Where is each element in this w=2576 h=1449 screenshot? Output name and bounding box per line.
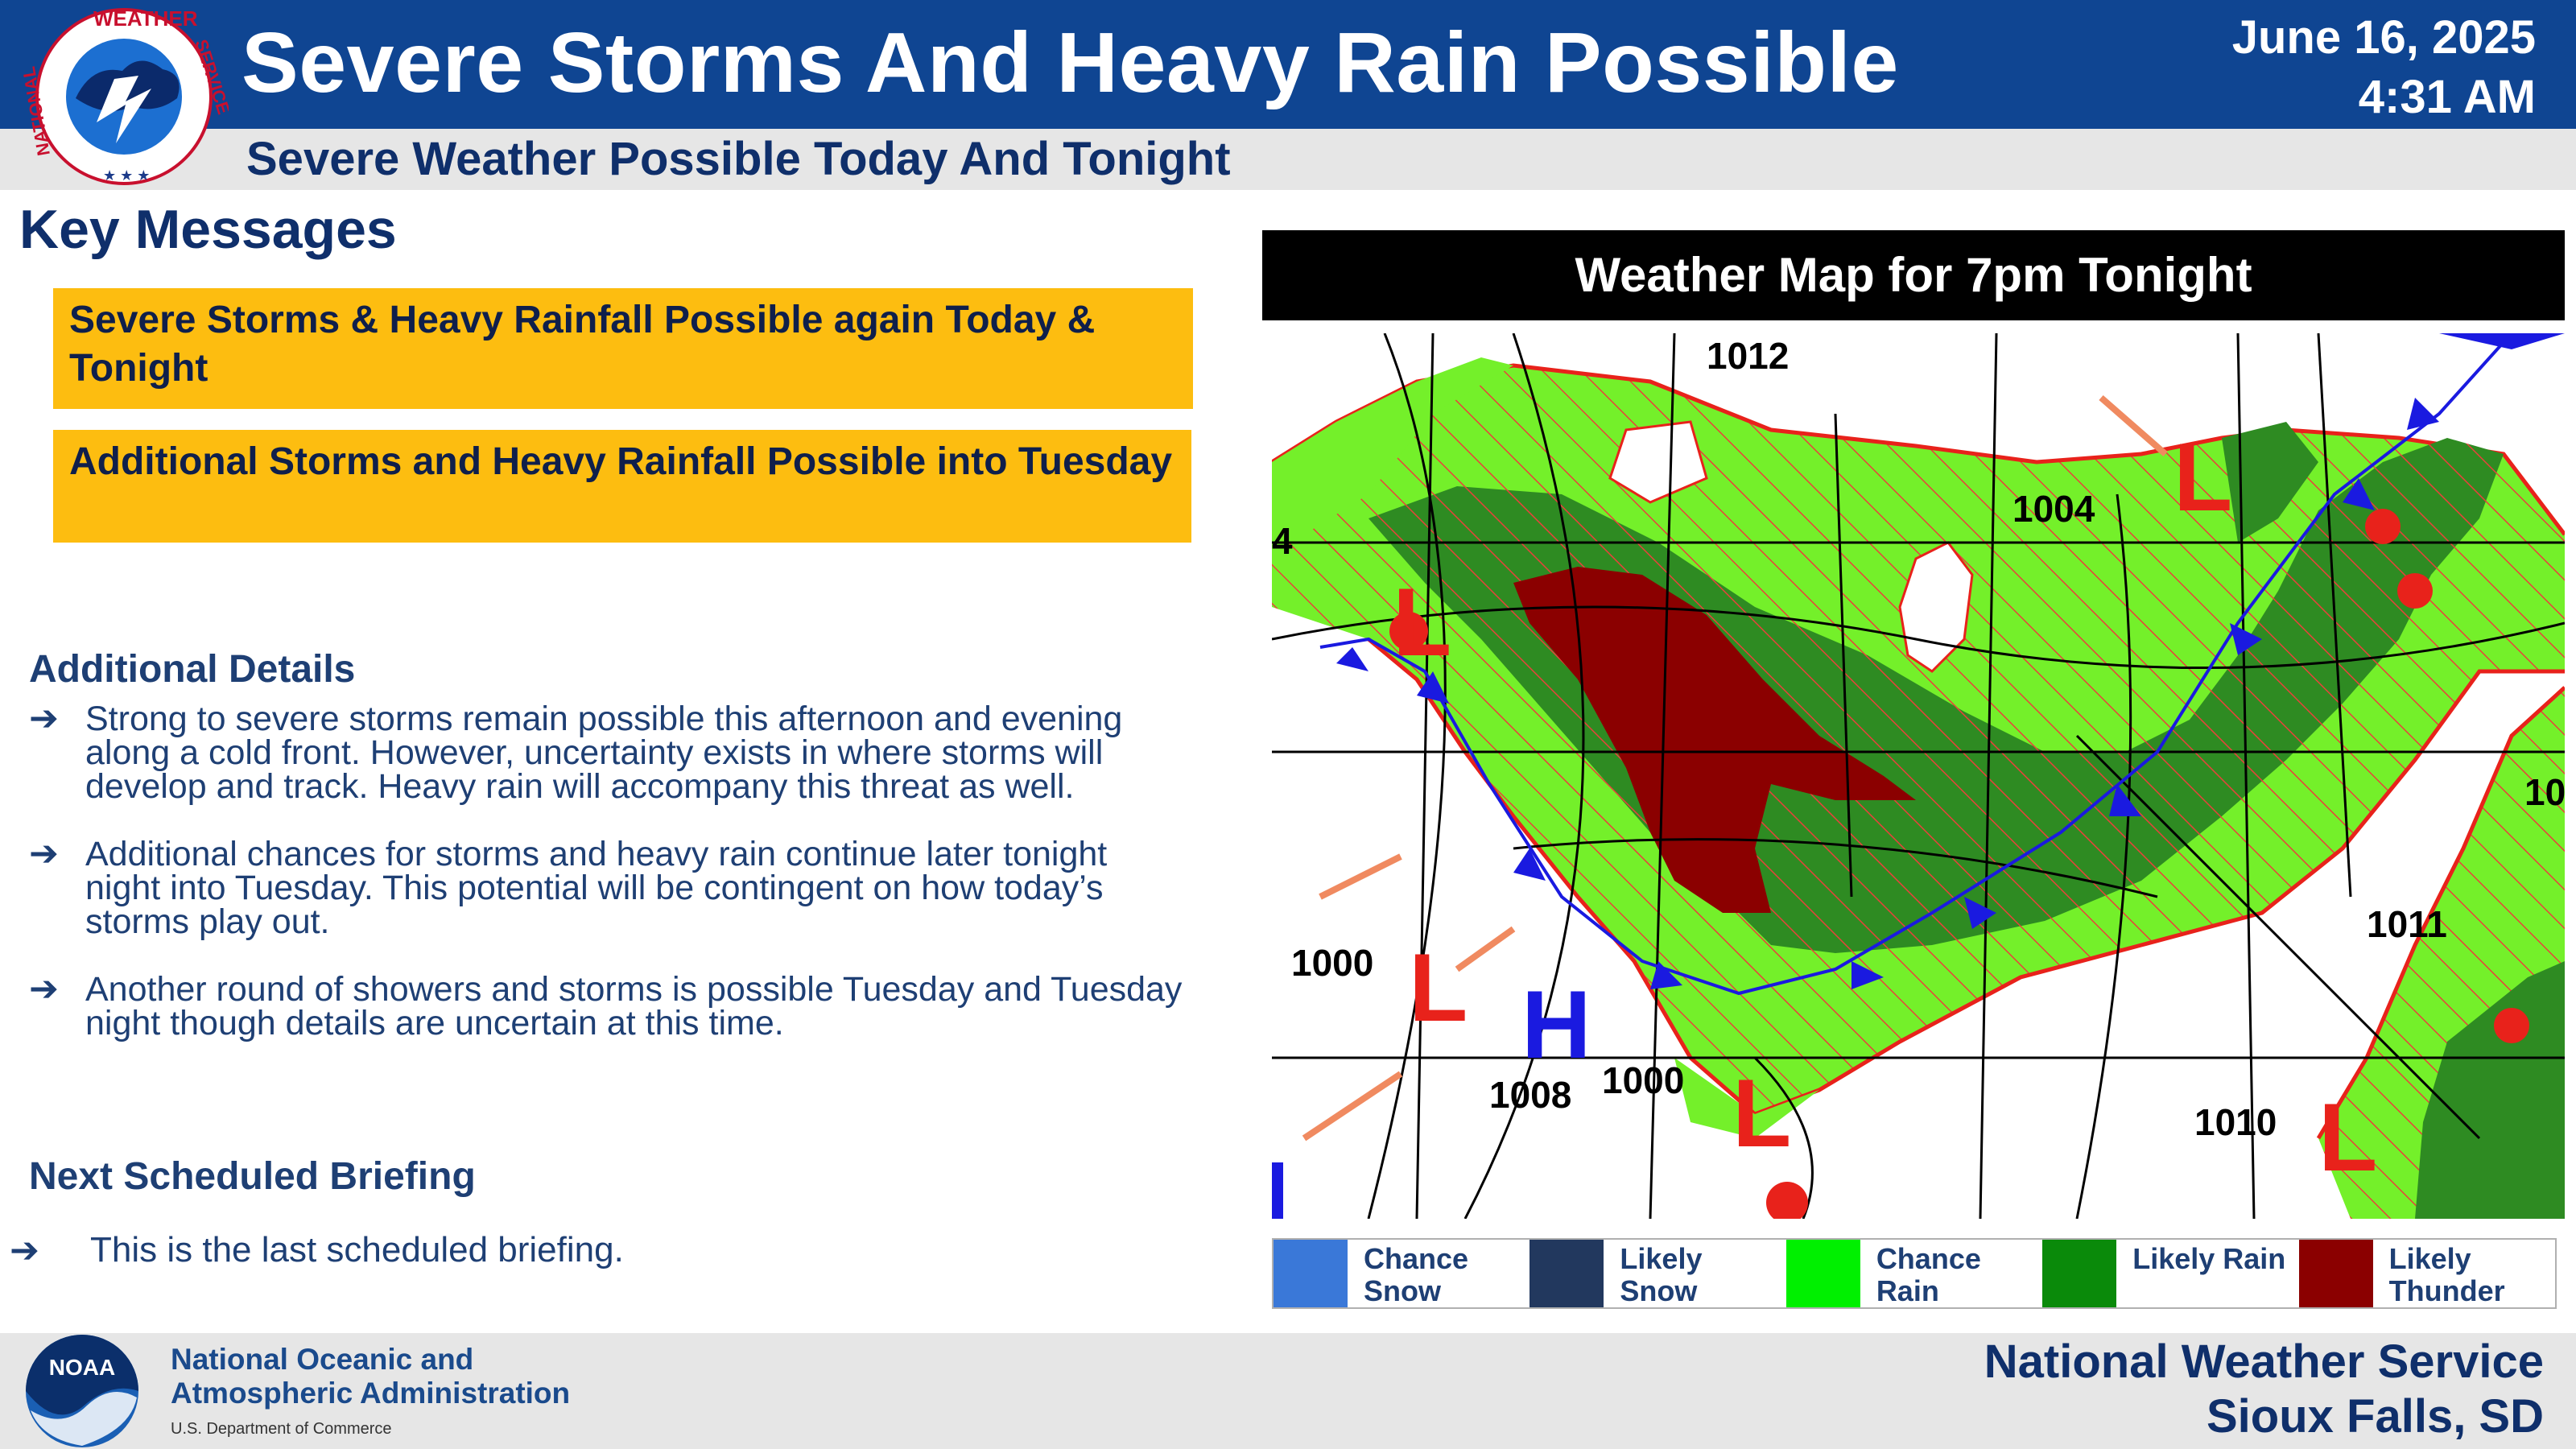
arrow-right-icon: ➔ (29, 969, 59, 1009)
office-line-1: National Weather Service (1984, 1335, 2544, 1388)
page-subtitle: Severe Weather Possible Today And Tonigh… (246, 133, 1231, 185)
legend-item-likely-thunder: Likely Thunder (2298, 1240, 2555, 1307)
noaa-department: U.S. Department of Commerce (171, 1420, 392, 1438)
likely-thunder-area (1513, 567, 1916, 913)
legend-swatch (2042, 1240, 2117, 1307)
isobar-label: 10 (2524, 771, 2565, 813)
map-title: Weather Map for 7pm Tonight (1262, 230, 2565, 320)
legend-item-likely-rain: Likely Rain (2042, 1240, 2298, 1307)
office-name: National Weather Service Sioux Falls, SD (1984, 1335, 2544, 1444)
noaa-logo-icon: NOAA (26, 1335, 138, 1447)
isobar-label: 1000 (1291, 942, 1373, 984)
detail-item-3: ➔ Another round of showers and storms is… (29, 969, 1188, 1042)
isobar-label: 1010 (2194, 1101, 2277, 1143)
noaa-line-1: National Oceanic and (171, 1343, 474, 1376)
arrow-right-icon: ➔ (10, 1231, 39, 1270)
office-line-2: Sioux Falls, SD (2207, 1390, 2544, 1443)
legend-item-chance-snow: Chance Snow (1274, 1240, 1530, 1307)
isobar-label: 1004 (2013, 488, 2095, 530)
subtitle-band (0, 129, 2576, 190)
weather-map: 1012 1004 4 10 1000 1008 1000 1011 1010 … (1272, 333, 2565, 1219)
arrow-right-icon: ➔ (29, 699, 59, 738)
detail-item-2: ➔ Additional chances for storms and heav… (29, 834, 1188, 941)
page-title: Severe Storms And Heavy Rain Possible (242, 15, 1899, 110)
arrow-right-icon: ➔ (29, 834, 59, 873)
nws-logo-icon: WEATHER NATIONAL SERVICE ★ ★ ★ (19, 6, 229, 185)
legend-item-chance-rain: Chance Rain (1785, 1240, 2042, 1307)
detail-text: Strong to severe storms remain possible … (85, 700, 1123, 806)
key-message-1: Severe Storms & Heavy Rainfall Possible … (53, 288, 1193, 409)
issued-time: 4:31 AM (2358, 71, 2536, 123)
detail-item-1: ➔ Strong to severe storms remain possibl… (29, 699, 1188, 806)
legend-swatch (2298, 1240, 2373, 1307)
key-messages-heading: Key Messages (19, 199, 397, 260)
legend-swatch (1785, 1240, 1860, 1307)
low-pressure-symbol: L (1409, 934, 1468, 1042)
legend-label: Likely Rain (2132, 1242, 2286, 1275)
noaa-logo-text: NOAA (49, 1355, 115, 1380)
briefing-text: This is the last scheduled briefing. (90, 1230, 624, 1269)
details-list: ➔ Strong to severe storms remain possibl… (29, 699, 1188, 1074)
cold-front (1319, 333, 2513, 996)
legend-label: Likely Snow (1620, 1242, 1703, 1307)
map-legend: Chance Snow Likely Snow Chance Rain Like… (1272, 1238, 2557, 1309)
legend-swatch (1274, 1240, 1348, 1307)
logo-text-top: WEATHER (93, 6, 198, 31)
isobar-label: 1008 (1489, 1074, 1571, 1116)
low-pressure-symbol: L (2318, 1084, 2377, 1191)
additional-details-heading: Additional Details (29, 648, 356, 691)
briefing-item: ➔ This is the last scheduled briefing. (10, 1230, 624, 1270)
detail-text: Another round of showers and storms is p… (85, 970, 1183, 1042)
isobar-label: 4 (1272, 520, 1293, 562)
low-pressure-symbol: L (1393, 568, 1451, 676)
isobar-label: 1011 (2367, 903, 2447, 945)
key-message-2: Additional Storms and Heavy Rainfall Pos… (53, 430, 1191, 543)
issued-datetime: June 16, 2025 4:31 AM (2232, 8, 2536, 127)
header-band (0, 0, 2576, 129)
low-pressure-symbol: L (1732, 1059, 1791, 1167)
noaa-name: National Oceanic and Atmospheric Adminis… (171, 1343, 570, 1439)
legend-label: Likely Thunder (2388, 1242, 2505, 1307)
footer-band (0, 1333, 2576, 1449)
isobar-label: 1012 (1707, 335, 1789, 377)
legend-item-likely-snow: Likely Snow (1530, 1240, 1785, 1307)
low-pressure-symbol: L (2174, 423, 2232, 531)
next-briefing-heading: Next Scheduled Briefing (29, 1155, 476, 1198)
legend-label: Chance Rain (1876, 1242, 1981, 1307)
isobar-label: 1000 (1602, 1059, 1684, 1101)
legend-swatch (1530, 1240, 1604, 1307)
legend-label: Chance Snow (1364, 1242, 1469, 1307)
svg-text:★ ★ ★: ★ ★ ★ (103, 167, 150, 184)
noaa-line-2: Atmospheric Administration (171, 1377, 571, 1410)
detail-text: Additional chances for storms and heavy … (85, 835, 1108, 941)
issued-date: June 16, 2025 (2231, 11, 2536, 64)
high-pressure-symbol: H (1521, 971, 1591, 1079)
